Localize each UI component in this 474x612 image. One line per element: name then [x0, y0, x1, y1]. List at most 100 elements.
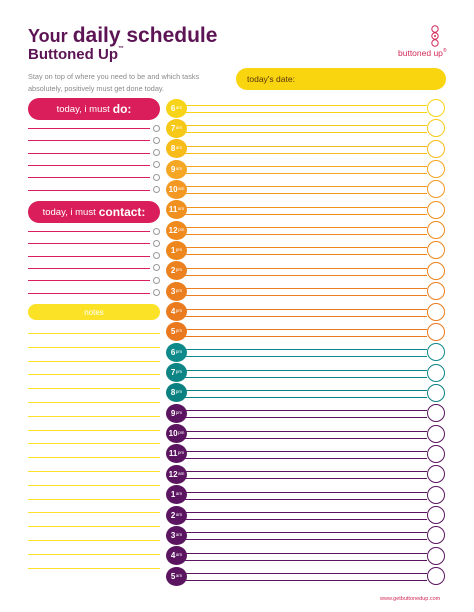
- schedule-check-circle[interactable]: [427, 546, 445, 565]
- schedule-check-circle[interactable]: [427, 424, 445, 443]
- notes-line[interactable]: [28, 553, 160, 555]
- schedule-line[interactable]: [177, 267, 427, 269]
- notes-line[interactable]: [28, 526, 160, 528]
- schedule-check-circle[interactable]: [427, 200, 445, 219]
- schedule-line[interactable]: [177, 478, 427, 480]
- schedule-line[interactable]: [177, 539, 427, 541]
- schedule-check-circle[interactable]: [427, 119, 445, 138]
- schedule-line[interactable]: [177, 498, 427, 500]
- schedule-line[interactable]: [177, 166, 427, 168]
- schedule-line[interactable]: [177, 152, 427, 154]
- schedule-line[interactable]: [177, 335, 427, 337]
- todo-line[interactable]: [28, 128, 150, 129]
- notes-line[interactable]: [28, 512, 160, 514]
- notes-line[interactable]: [28, 457, 160, 459]
- schedule-check-circle[interactable]: [427, 383, 445, 402]
- schedule-line[interactable]: [177, 308, 427, 310]
- schedule-line[interactable]: [177, 132, 427, 134]
- notes-line[interactable]: [28, 567, 160, 569]
- contact-checkbox[interactable]: [153, 239, 160, 247]
- schedule-line[interactable]: [177, 430, 427, 432]
- notes-line[interactable]: [28, 402, 160, 403]
- schedule-check-circle[interactable]: [427, 343, 445, 362]
- schedule-check-circle[interactable]: [427, 261, 445, 280]
- schedule-check-circle[interactable]: [427, 485, 445, 504]
- notes-line[interactable]: [28, 443, 160, 445]
- notes-line[interactable]: [28, 429, 160, 431]
- schedule-check-circle[interactable]: [427, 506, 445, 524]
- todo-checkbox[interactable]: [153, 173, 160, 181]
- notes-line[interactable]: [28, 415, 160, 417]
- schedule-check-circle[interactable]: [427, 221, 445, 240]
- contact-checkbox[interactable]: [153, 276, 160, 284]
- schedule-line[interactable]: [177, 105, 427, 106]
- schedule-line[interactable]: [177, 247, 427, 249]
- contact-checkbox[interactable]: [153, 252, 160, 260]
- schedule-line[interactable]: [177, 254, 427, 256]
- schedule-line[interactable]: [177, 552, 427, 554]
- todo-checkbox[interactable]: [153, 186, 160, 193]
- schedule-check-circle[interactable]: [427, 160, 445, 179]
- schedule-check-circle[interactable]: [427, 363, 445, 382]
- contact-checkbox[interactable]: [153, 264, 160, 272]
- schedule-line[interactable]: [177, 315, 427, 317]
- schedule-line[interactable]: [177, 491, 427, 493]
- schedule-line[interactable]: [177, 559, 427, 561]
- notes-line[interactable]: [28, 471, 160, 472]
- notes-line[interactable]: [28, 388, 160, 390]
- notes-line[interactable]: [28, 484, 160, 486]
- todo-checkbox[interactable]: [153, 124, 160, 132]
- schedule-check-circle[interactable]: [427, 444, 445, 463]
- contact-line[interactable]: [28, 267, 150, 269]
- schedule-line[interactable]: [177, 450, 427, 452]
- schedule-check-circle[interactable]: [427, 99, 445, 117]
- schedule-line[interactable]: [177, 274, 427, 276]
- todo-checkbox[interactable]: [153, 136, 160, 144]
- schedule-line[interactable]: [177, 186, 427, 188]
- schedule-line[interactable]: [177, 512, 427, 513]
- schedule-check-circle[interactable]: [427, 567, 445, 586]
- schedule-line[interactable]: [177, 145, 427, 147]
- contact-line[interactable]: [28, 231, 150, 232]
- schedule-check-circle[interactable]: [427, 465, 445, 484]
- schedule-check-circle[interactable]: [427, 526, 445, 545]
- schedule-line[interactable]: [177, 213, 427, 215]
- schedule-check-circle[interactable]: [427, 404, 445, 423]
- date-field[interactable]: today's date:: [236, 68, 446, 90]
- todo-line[interactable]: [28, 152, 150, 154]
- schedule-check-circle[interactable]: [427, 282, 445, 301]
- contact-line[interactable]: [28, 243, 150, 245]
- schedule-check-circle[interactable]: [427, 302, 445, 321]
- todo-checkbox[interactable]: [153, 149, 160, 157]
- schedule-line[interactable]: [177, 580, 427, 582]
- schedule-line[interactable]: [177, 295, 427, 297]
- schedule-line[interactable]: [177, 410, 427, 412]
- schedule-line[interactable]: [177, 206, 427, 208]
- schedule-check-circle[interactable]: [427, 241, 445, 260]
- contact-line[interactable]: [28, 292, 150, 294]
- schedule-line[interactable]: [177, 519, 427, 520]
- schedule-line[interactable]: [177, 389, 427, 391]
- notes-line[interactable]: [28, 360, 160, 362]
- schedule-line[interactable]: [177, 125, 427, 127]
- todo-line[interactable]: [28, 164, 150, 166]
- schedule-line[interactable]: [177, 396, 427, 398]
- schedule-line[interactable]: [177, 437, 427, 439]
- todo-line[interactable]: [28, 177, 150, 179]
- notes-line[interactable]: [28, 540, 160, 541]
- schedule-line[interactable]: [177, 173, 427, 175]
- schedule-line[interactable]: [177, 369, 427, 371]
- schedule-line[interactable]: [177, 227, 427, 229]
- notes-line[interactable]: [28, 374, 160, 376]
- schedule-line[interactable]: [177, 288, 427, 290]
- notes-line[interactable]: [28, 498, 160, 500]
- schedule-line[interactable]: [177, 193, 427, 195]
- schedule-line[interactable]: [177, 112, 427, 113]
- schedule-line[interactable]: [177, 573, 427, 575]
- schedule-check-circle[interactable]: [427, 180, 445, 199]
- schedule-line[interactable]: [177, 376, 427, 378]
- todo-line[interactable]: [28, 189, 150, 191]
- schedule-line[interactable]: [177, 356, 427, 358]
- schedule-check-circle[interactable]: [427, 139, 445, 158]
- schedule-line[interactable]: [177, 417, 427, 419]
